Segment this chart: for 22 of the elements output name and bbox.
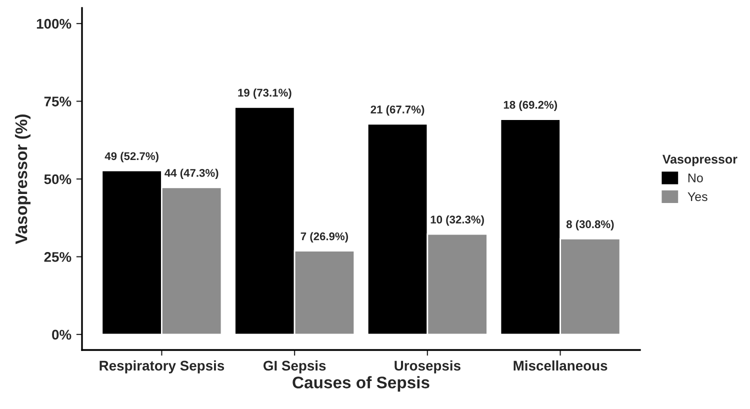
data-label: 49 (52.7%) xyxy=(104,152,158,162)
y-tick-label: 0% xyxy=(52,330,72,340)
legend-label: Yes xyxy=(688,192,708,202)
x-axis-title: Causes of Sepsis xyxy=(292,376,430,392)
data-label: 7 (26.9%) xyxy=(300,232,348,242)
y-tick-label: 100% xyxy=(36,18,72,29)
y-tick-label: 25% xyxy=(44,252,72,262)
legend-label: No xyxy=(688,174,703,182)
data-label: 44 (47.3%) xyxy=(164,168,218,180)
y-axis-title: Vasopressor (%) xyxy=(14,114,31,244)
data-label: 21 (67.7%) xyxy=(370,105,424,116)
y-tick-label: 75% xyxy=(44,96,72,106)
x-tick-label: Miscellaneous xyxy=(514,360,608,371)
data-label: 8 (30.8%) xyxy=(566,220,614,230)
data-label: 18 (69.2%) xyxy=(504,100,558,111)
x-tick-label: Urosepsis xyxy=(394,360,460,374)
x-tick-label: GI Sepsis xyxy=(263,360,326,374)
legend-title: Vasopressor xyxy=(662,154,738,166)
data-label: 19 (73.1%) xyxy=(238,88,292,99)
y-tick-label: 50% xyxy=(44,174,72,184)
x-tick-label: Respiratory Sepsis xyxy=(100,360,224,374)
data-label: 10 (32.3%) xyxy=(430,215,484,226)
